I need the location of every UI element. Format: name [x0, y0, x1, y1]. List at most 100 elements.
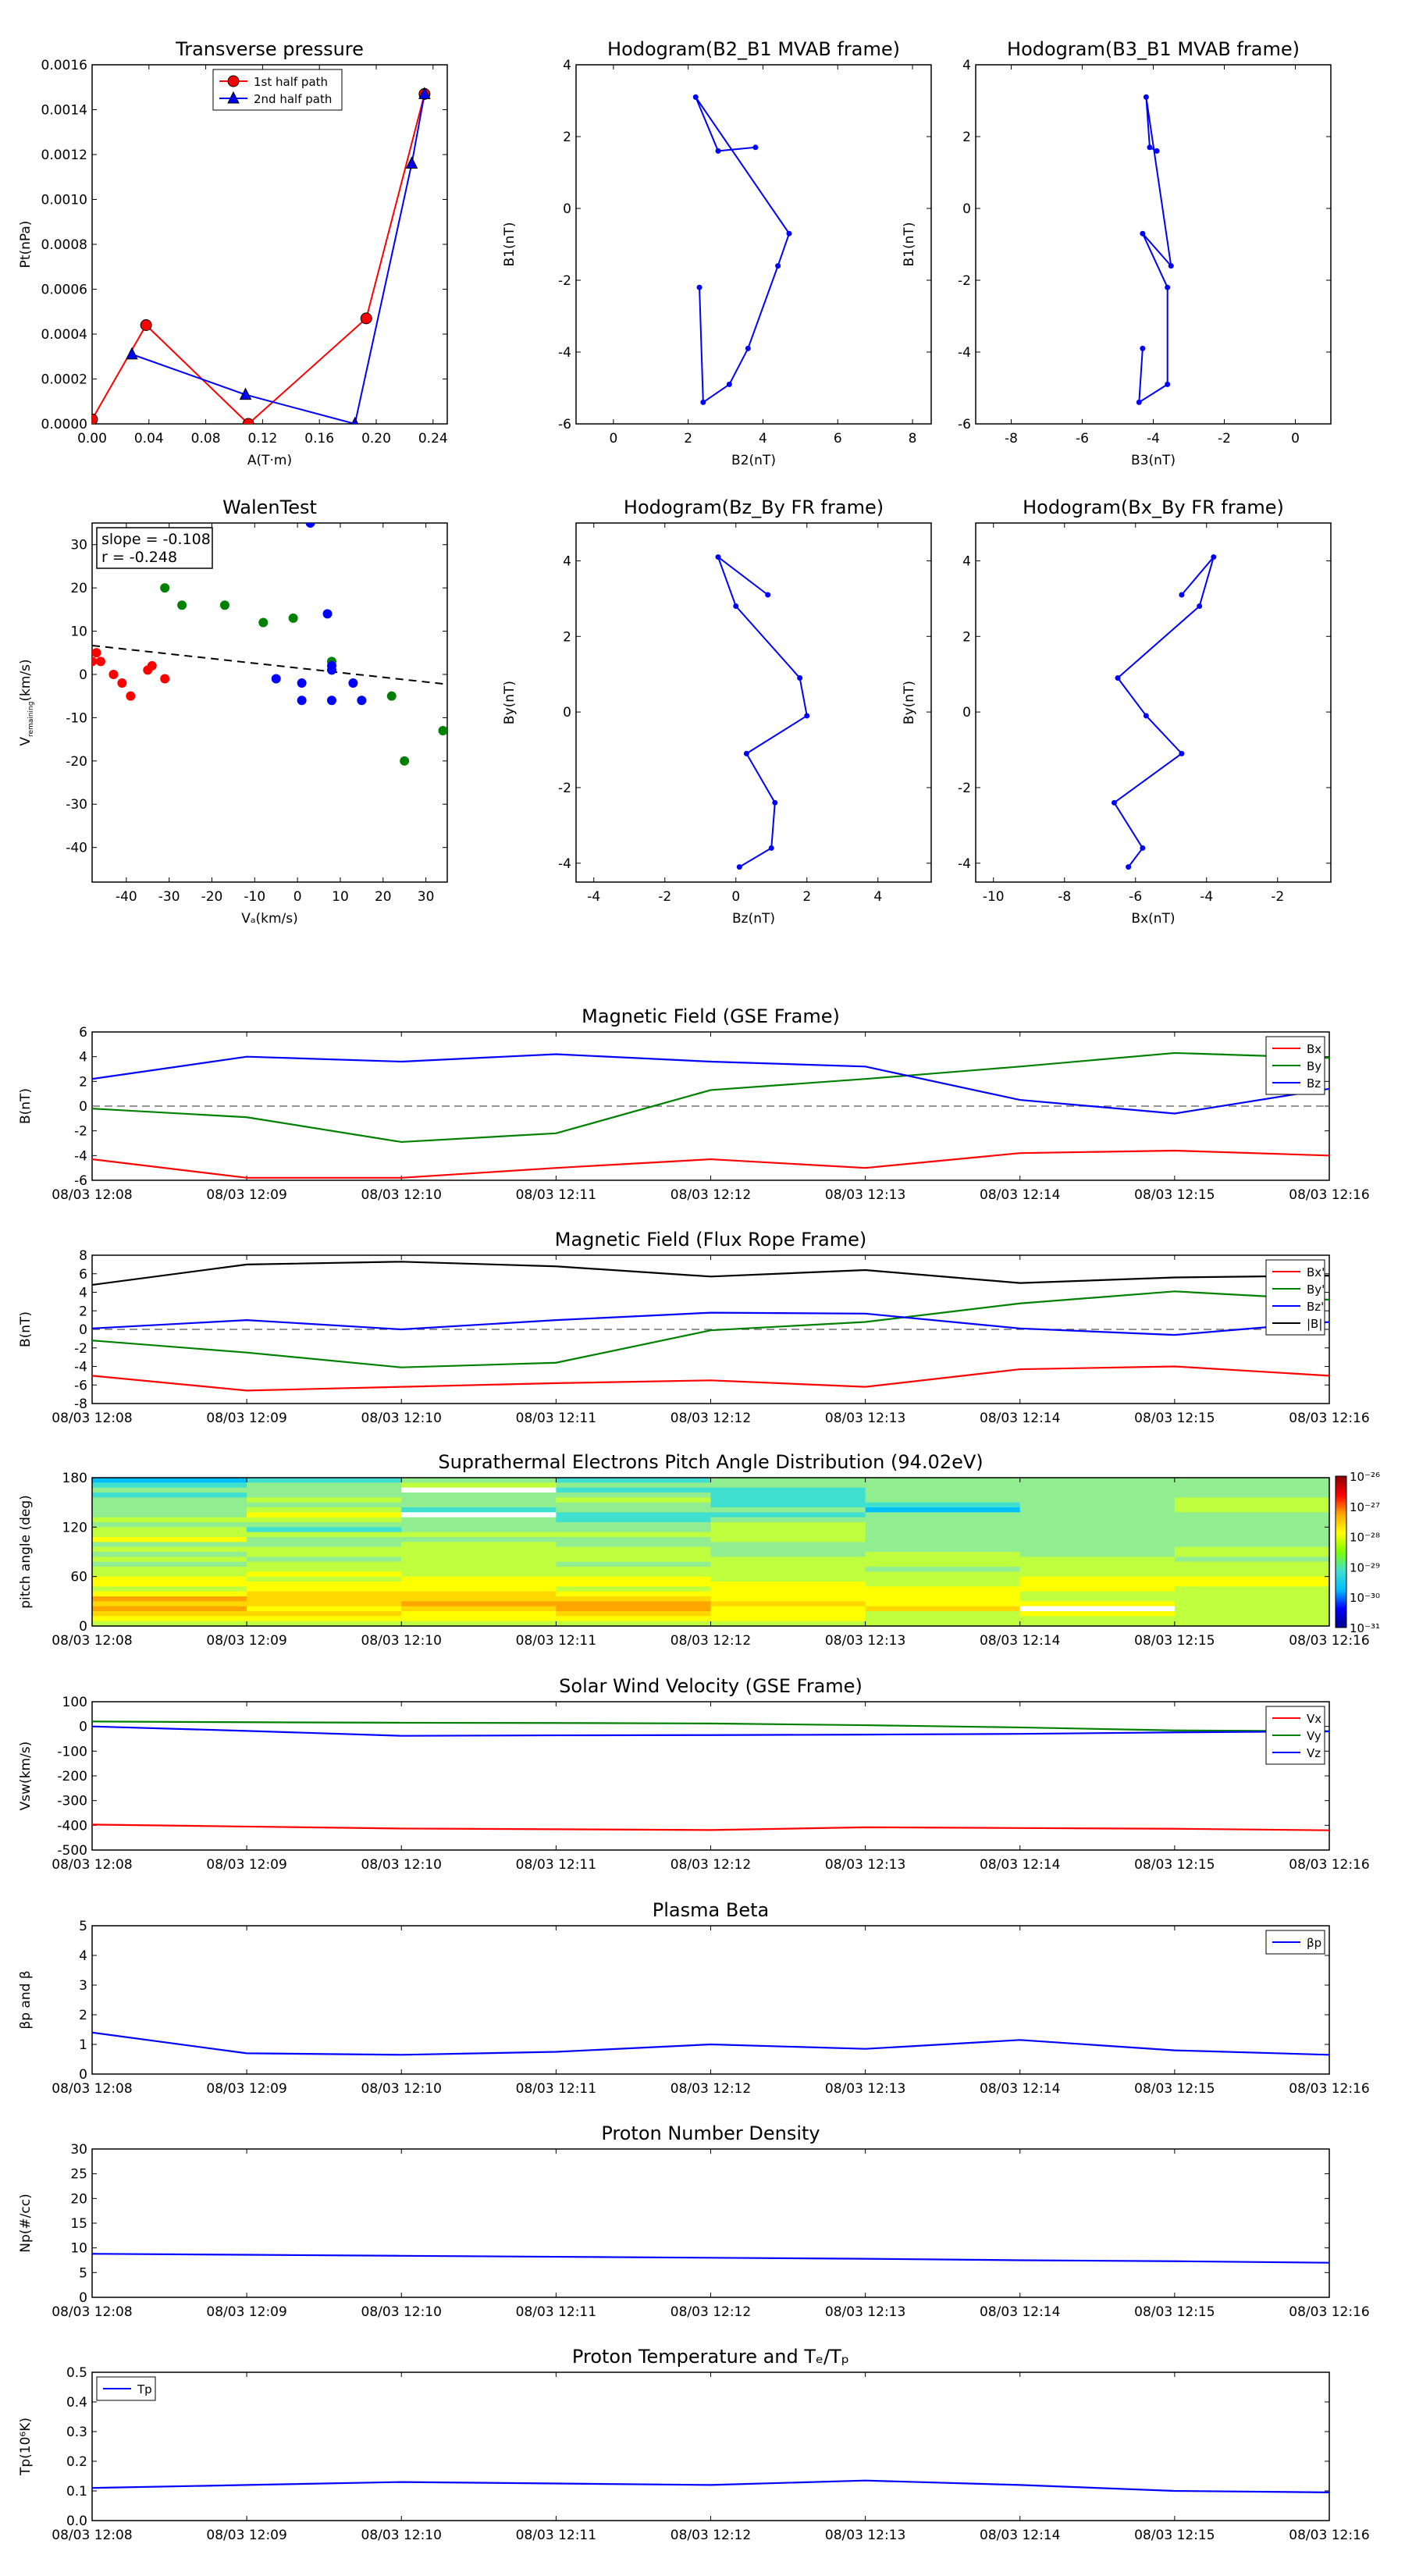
x-tick-label: 08/03 12:11 [516, 1411, 596, 1426]
heatmap-cell [1019, 1546, 1176, 1553]
y-tick-label: 2 [563, 130, 571, 145]
heatmap-cell [556, 1586, 712, 1592]
data-point [288, 613, 298, 623]
x-axis-label: Vₐ(km/s) [241, 911, 298, 927]
x-tick-label: -8 [1058, 889, 1071, 905]
y-axis-label: Vsw(km/s) [18, 1742, 34, 1811]
y-tick-label: 2 [962, 130, 971, 145]
x-tick-label: 08/03 12:13 [825, 1633, 905, 1649]
heatmap-cell [710, 1552, 866, 1557]
y-tick-label: -500 [57, 1843, 87, 1859]
data-point [386, 691, 397, 701]
legend-label: βp [1307, 1936, 1321, 1950]
data-point [1140, 845, 1146, 851]
series-line [91, 1365, 1330, 1392]
x-tick-label: 08/03 12:14 [980, 1187, 1060, 1203]
heatmap-cell [865, 1546, 1021, 1553]
y-tick-label: 30 [70, 2142, 87, 2158]
y-axis-label-tail: (km/s) [18, 659, 34, 701]
x-tick-label: 08/03 12:16 [1289, 2304, 1369, 2320]
data-point [1136, 399, 1142, 405]
heatmap-cell [1019, 1582, 1176, 1587]
x-tick-label: -30 [158, 889, 180, 905]
series-line [716, 554, 808, 868]
heatmap-cell [1019, 1517, 1176, 1523]
y-tick-label: 2 [563, 629, 571, 645]
data-point [348, 678, 358, 688]
x-tick-label: 2 [802, 889, 811, 905]
data-point [1197, 603, 1203, 610]
heatmap-cell [865, 1478, 1021, 1483]
heatmap-cell [1174, 1571, 1330, 1578]
x-tick-label: 08/03 12:15 [1134, 1857, 1215, 1873]
data-point [700, 399, 706, 405]
heatmap-cell [710, 1601, 866, 1607]
heatmap-cell [710, 1582, 866, 1587]
heatmap-cell [865, 1582, 1021, 1587]
y-tick-label: 0.0008 [41, 237, 87, 253]
x-tick-label: 08/03 12:08 [52, 1411, 132, 1426]
heatmap-cell [1019, 1507, 1176, 1513]
legend-label: Tp [137, 2382, 152, 2396]
y-tick-label: -40 [66, 841, 87, 856]
y-tick-label: -8 [74, 1397, 87, 1412]
y-tick-label: 10 [70, 2241, 87, 2257]
data-point [357, 696, 367, 706]
heatmap-cell [401, 1552, 557, 1557]
x-tick-label: 08/03 12:09 [206, 2304, 286, 2320]
x-tick-label: 0.24 [418, 431, 448, 447]
heatmap-cell [710, 1497, 866, 1503]
y-tick-label: 0 [79, 1322, 87, 1338]
heatmap-cell [247, 1507, 402, 1513]
series-line [695, 96, 791, 404]
y-tick-label: -6 [74, 1378, 87, 1393]
data-point [160, 583, 170, 593]
x-tick-label: 08/03 12:13 [825, 2528, 905, 2543]
y-tick-label: -4 [558, 856, 571, 872]
x-tick-label: 08/03 12:14 [980, 1857, 1060, 1873]
data-point [271, 674, 281, 684]
heatmap-cell [92, 1606, 247, 1612]
x-tick-label: 08/03 12:13 [825, 2081, 905, 2097]
y-tick-label: 4 [79, 1948, 87, 1964]
data-point [160, 674, 170, 684]
data-point [1211, 554, 1217, 560]
legend-label: 2nd half path [254, 92, 332, 106]
heatmap-cell [556, 1487, 712, 1493]
colorbar-tick-label: 10⁻²⁷ [1350, 1500, 1380, 1514]
legend-label: Vy [1307, 1729, 1321, 1743]
heatmap-cell [1174, 1621, 1330, 1627]
heatmap-cell [401, 1497, 557, 1503]
x-tick-label: 2 [684, 431, 692, 447]
data-point [322, 609, 333, 619]
y-tick-label: 0 [79, 1619, 87, 1635]
y-axis-label-sub: remaining [27, 702, 35, 737]
data-point [92, 648, 101, 658]
heatmap-cell [710, 1502, 866, 1508]
heatmap-cell [92, 1571, 247, 1578]
y-tick-label: -2 [558, 781, 571, 796]
heatmap-cell [710, 1546, 866, 1553]
heatmap-cell [92, 1493, 247, 1498]
heatmap-cell [865, 1557, 1021, 1563]
chart-panel-6: Magnetic Field (GSE Frame) 08/03 12:08 08/… [18, 1005, 1370, 1203]
heatmap-cell [1019, 1493, 1176, 1498]
heatmap-cell [556, 1497, 712, 1503]
heatmap-cell [556, 1616, 712, 1622]
data-point [1143, 94, 1149, 100]
fit-line [92, 644, 447, 685]
heatmap-cell [865, 1596, 1021, 1602]
y-tick-label: -400 [57, 1818, 87, 1834]
x-tick-label: 0.04 [134, 431, 164, 447]
data-point [297, 678, 307, 688]
heatmap-cell [710, 1586, 866, 1592]
y-axis-label: βp and β [18, 1970, 34, 2029]
y-tick-label: 0.4 [66, 2395, 87, 2411]
data-point [1115, 675, 1121, 681]
x-tick-label: 08/03 12:14 [980, 1411, 1060, 1426]
chart-panel-2: Hodogram(B3_B1 MVAB frame) -8 -6 -4 -2 0 -6 -4 -… [902, 38, 1332, 468]
heatmap-cell [1019, 1487, 1176, 1493]
y-axis-label-main: B(nT) [18, 1311, 34, 1347]
heatmap-cell [556, 1567, 712, 1572]
legend-label: |B| [1307, 1317, 1322, 1331]
